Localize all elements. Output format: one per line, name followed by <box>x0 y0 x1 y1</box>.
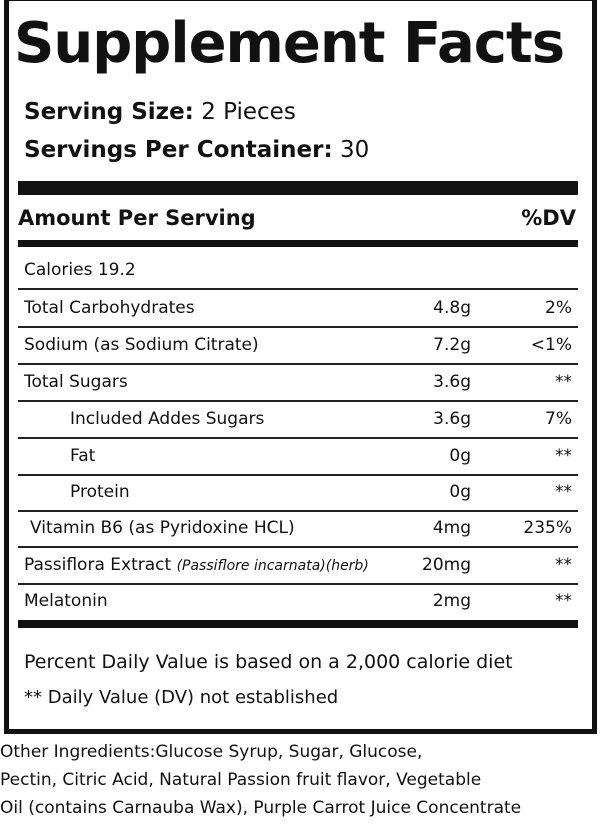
dv-header: %DV <box>521 206 576 230</box>
nutrient-dv: 7% <box>545 409 572 429</box>
other-ingredients: Other Ingredients:Glucose Syrup, Sugar, … <box>0 738 600 822</box>
servings-per-container-label: Servings Per Container: <box>24 137 333 163</box>
servings-per-container: Servings Per Container: 30 <box>24 135 369 165</box>
bottom-divider <box>18 620 578 628</box>
nutrient-name-text: Passiflora Extract <box>24 555 172 575</box>
nutrient-name: Included Addes Sugars <box>70 409 265 429</box>
nutrient-dv: ** <box>555 372 572 392</box>
nutrient-source-note: (Passiflore incarnata)(herb) <box>176 558 369 574</box>
nutrient-name: Passiflora Extract (Passiflore incarnata… <box>24 555 369 575</box>
nutrient-name: Vitamin B6 (as Pyridoxine HCL) <box>30 518 295 538</box>
nutrient-amount: 4.8g <box>433 298 471 318</box>
servings-per-container-value: 30 <box>340 137 370 163</box>
serving-size-value: 2 Pieces <box>201 99 296 125</box>
other-ingredients-line: Other Ingredients:Glucose Syrup, Sugar, … <box>0 742 423 762</box>
nutrient-name: Fat <box>70 446 96 466</box>
nutrient-amount: 20mg <box>422 555 471 575</box>
nutrient-dv: ** <box>555 555 572 575</box>
table-row: Total Sugars 3.6g ** <box>18 364 578 402</box>
nutrient-name: Sodium (as Sodium Citrate) <box>24 335 259 355</box>
supplement-facts-panel <box>4 0 597 734</box>
nutrient-dv: ** <box>555 591 572 611</box>
table-row: Protein 0g ** <box>18 474 578 512</box>
nutrient-name: Total Carbohydrates <box>24 298 195 318</box>
nutrient-name: Total Sugars <box>24 372 128 392</box>
nutrient-amount: 3.6g <box>433 409 471 429</box>
nutrient-name: Protein <box>70 482 130 502</box>
serving-size-label: Serving Size: <box>24 99 194 125</box>
table-row: Included Addes Sugars 3.6g 7% <box>18 401 578 439</box>
daily-value-footnote: Percent Daily Value is based on a 2,000 … <box>24 651 513 673</box>
nutrient-amount: 3.6g <box>433 372 471 392</box>
other-ingredients-line: Oil (contains Carnauba Wax), Purple Carr… <box>0 798 522 818</box>
table-row: Melatonin 2mg ** <box>18 583 578 619</box>
nutrient-dv: 235% <box>523 518 572 538</box>
calories-row: Calories 19.2 <box>18 252 578 290</box>
serving-size: Serving Size: 2 Pieces <box>24 97 296 127</box>
table-row: Total Carbohydrates 4.8g 2% <box>18 290 578 328</box>
nutrient-dv: ** <box>555 446 572 466</box>
nutrient-amount: 0g <box>449 482 471 502</box>
table-row: Sodium (as Sodium Citrate) 7.2g <1% <box>18 327 578 365</box>
table-row: Fat 0g ** <box>18 438 578 476</box>
nutrient-name: Melatonin <box>24 591 108 611</box>
nutrient-dv: 2% <box>545 298 572 318</box>
amount-per-serving-header: Amount Per Serving <box>18 206 256 230</box>
nutrient-amount: 4mg <box>432 518 471 538</box>
table-row: Passiflora Extract (Passiflore incarnata… <box>18 547 578 585</box>
header-divider <box>18 240 578 247</box>
calories-label: Calories 19.2 <box>24 260 136 280</box>
other-ingredients-line: Pectin, Citric Acid, Natural Passion fru… <box>0 770 482 790</box>
dv-not-established-footnote: ** Daily Value (DV) not established <box>24 687 339 708</box>
panel-title: Supplement Facts <box>14 11 565 76</box>
nutrient-dv: ** <box>555 482 572 502</box>
nutrient-amount: 7.2g <box>433 335 471 355</box>
nutrient-amount: 0g <box>449 446 471 466</box>
nutrient-amount: 2mg <box>432 591 471 611</box>
table-row: Vitamin B6 (as Pyridoxine HCL) 4mg 235% <box>18 510 578 548</box>
thick-divider <box>18 181 578 195</box>
nutrient-dv: <1% <box>530 335 572 355</box>
